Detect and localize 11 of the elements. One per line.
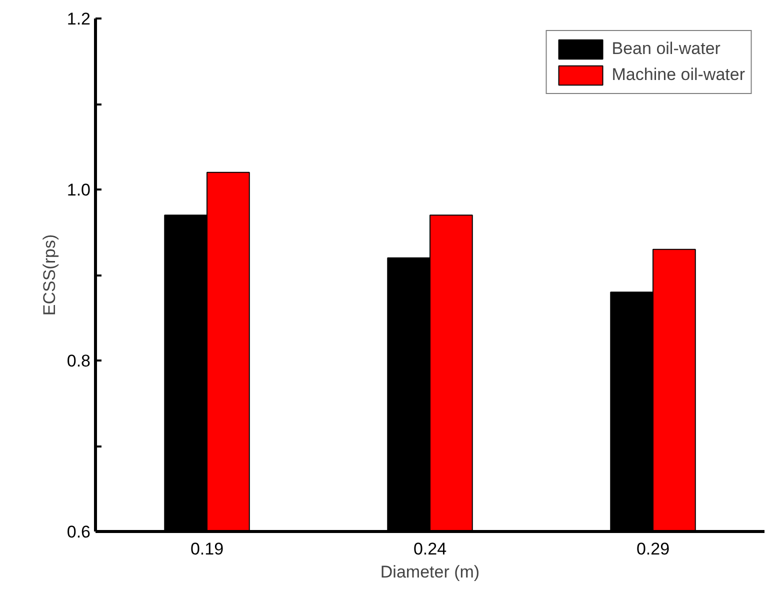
y-tick-label: 0.6 <box>66 522 91 542</box>
x-tick-label: 0.24 <box>413 540 447 558</box>
legend-label: Machine oil-water <box>612 65 745 85</box>
x-axis-title: Diameter (m) <box>380 562 480 582</box>
y-tick-label: 1.0 <box>66 180 91 200</box>
y-tick-label: 0.8 <box>66 352 91 370</box>
legend-label: Bean oil-water <box>612 39 720 59</box>
x-tick-label: 0.29 <box>636 540 670 558</box>
x-tick-label: 0.19 <box>190 540 224 558</box>
y-axis-title: ECSS(rps) <box>40 234 59 316</box>
y-tick-label: 1.2 <box>66 10 91 28</box>
